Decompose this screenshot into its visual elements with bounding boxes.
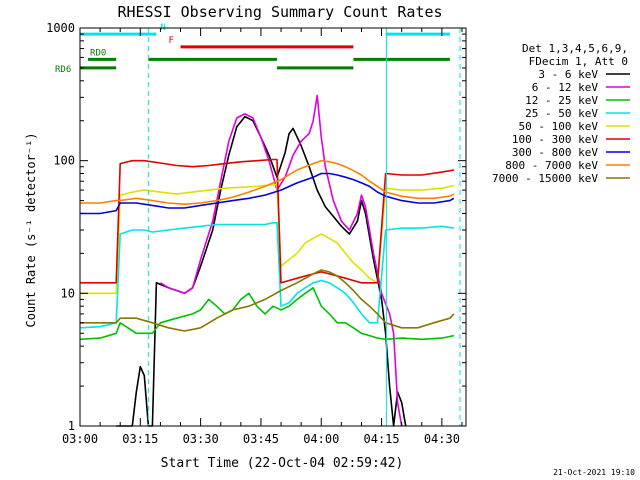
series-line-7000-15000-kev	[80, 269, 455, 332]
y-tick-label: 10	[61, 286, 75, 300]
generation-timestamp: 21-Oct-2021 19:10	[553, 468, 635, 477]
x-tick-label: 03:00	[62, 432, 98, 446]
x-tick-label: 03:15	[122, 432, 158, 446]
legend-entry-label: 800 - 7000 keV	[505, 159, 598, 172]
y-axis: 1 10 100 1000	[46, 21, 466, 433]
flag-label-f: F	[169, 36, 174, 46]
series-line-800-7000-kev	[80, 159, 455, 205]
y-axis-label: Count Rate (s⁻¹ detector⁻¹)	[24, 132, 38, 327]
marker-lines	[147, 28, 461, 426]
series-layer	[79, 94, 455, 427]
y-tick-label: 1	[68, 419, 75, 433]
x-tick-label: 04:15	[364, 432, 400, 446]
x-tick-label: 03:30	[183, 432, 219, 446]
series-line-300-800-kev	[80, 172, 455, 215]
legend-entry-label: 50 - 100 keV	[519, 120, 599, 133]
flag-label-rd0: RD0	[90, 48, 106, 58]
legend-entry-label: 6 - 12 keV	[532, 81, 599, 94]
series-line-3-6-kev	[116, 115, 407, 427]
legend-entry-label: 25 - 50 keV	[525, 107, 598, 120]
x-tick-label: 04:00	[303, 432, 339, 446]
legend-header-line: Det 1,3,4,5,6,9,	[522, 42, 628, 55]
legend-entry-label: 12 - 25 keV	[525, 94, 598, 107]
plot-frame	[79, 27, 467, 427]
x-axis-label: Start Time (22-Oct-04 02:59:42)	[161, 456, 404, 471]
legend-header-line: FDecim 1, Att 0	[529, 55, 628, 68]
series-line-12-25-kev	[79, 286, 455, 341]
legend: Det 1,3,4,5,6,9,FDecim 1, Att 03 - 6 keV…	[492, 42, 630, 185]
chart-title: RHESSI Observing Summary Count Rates	[117, 3, 442, 21]
y-tick-label: 1000	[46, 21, 75, 35]
series-line-50-100-kev	[80, 183, 455, 295]
x-tick-label: 04:30	[424, 432, 460, 446]
x-tick-label: 03:45	[243, 432, 279, 446]
legend-entry-label: 300 - 800 keV	[512, 146, 598, 159]
y-tick-label: 100	[53, 154, 75, 168]
flag-label-rd6: RD6	[55, 65, 71, 75]
legend-entry-label: 7000 - 15000 keV	[492, 172, 598, 185]
legend-entry-label: 100 - 300 keV	[512, 133, 598, 146]
x-axis: 03:00 03:15 03:30 03:45 04:00 04:15 04:30	[62, 28, 463, 446]
legend-entry-label: 3 - 6 keV	[538, 68, 598, 81]
series-line-100-300-kev	[80, 158, 455, 284]
